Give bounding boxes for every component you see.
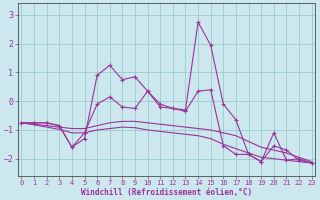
X-axis label: Windchill (Refroidissement éolien,°C): Windchill (Refroidissement éolien,°C) — [81, 188, 252, 197]
